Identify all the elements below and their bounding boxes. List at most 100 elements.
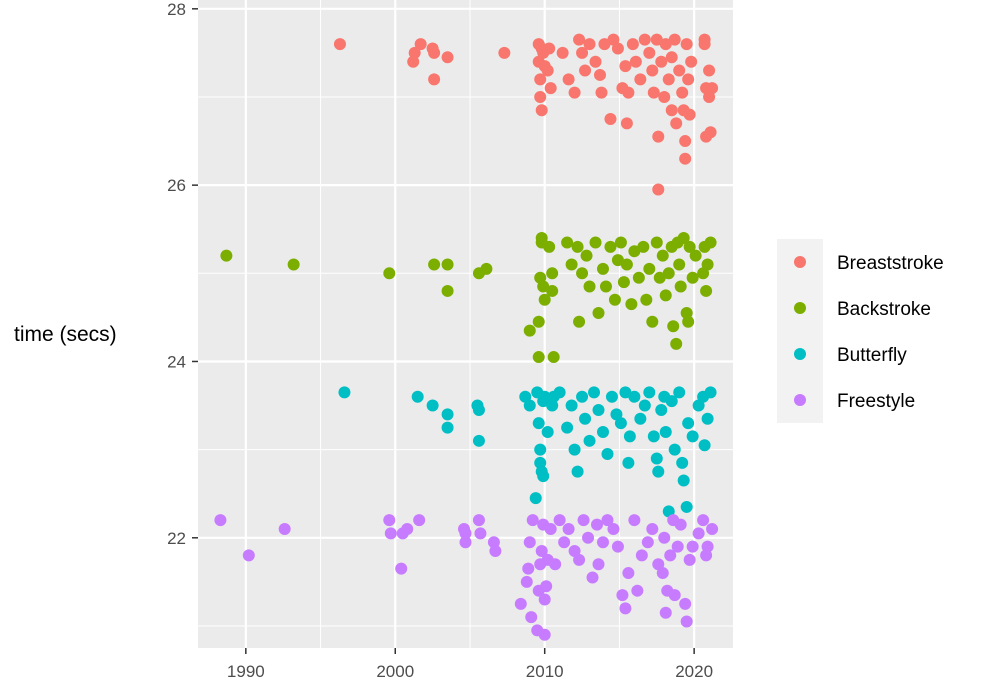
data-point (680, 38, 693, 51)
data-point (674, 280, 687, 293)
data-point (596, 536, 609, 549)
data-point (650, 236, 663, 249)
data-point (561, 236, 574, 249)
major-gridlines (198, 0, 733, 648)
data-point (623, 430, 636, 443)
data-point (580, 249, 593, 262)
data-point (523, 399, 536, 412)
data-point (532, 315, 545, 328)
data-point (383, 267, 396, 280)
data-point (683, 553, 696, 566)
data-point (659, 426, 672, 438)
data-point (565, 258, 578, 271)
data-point (701, 412, 714, 425)
data-point (383, 514, 396, 527)
data-point (643, 46, 656, 59)
data-point (534, 443, 547, 456)
data-point (333, 38, 346, 51)
data-point (685, 55, 698, 68)
data-point (441, 258, 454, 271)
series-freestyle (214, 514, 719, 641)
data-point (680, 500, 693, 513)
data-point (599, 280, 612, 293)
data-point (428, 73, 441, 86)
data-point (428, 258, 441, 271)
data-point (673, 386, 686, 399)
data-point (619, 602, 632, 615)
data-point (459, 536, 472, 549)
data-point (408, 46, 421, 59)
data-point (571, 465, 584, 478)
data-point (535, 232, 548, 245)
y-axis: 22 24 26 28 (167, 0, 198, 548)
data-point (541, 426, 554, 438)
data-point (514, 597, 527, 610)
x-tick-label: 2000 (376, 662, 414, 681)
data-point (668, 33, 681, 46)
data-point (214, 514, 227, 527)
data-point (561, 421, 574, 434)
data-point (611, 540, 624, 553)
y-tick-label: 22 (167, 529, 186, 548)
data-point (614, 417, 627, 430)
data-point (683, 108, 696, 121)
data-point (653, 271, 666, 284)
data-point (583, 434, 596, 447)
data-point (647, 430, 660, 443)
data-point (441, 284, 454, 297)
data-point (558, 536, 571, 549)
data-point (652, 130, 665, 143)
data-point (692, 527, 705, 540)
data-point (647, 86, 660, 99)
legend-key-backstroke (794, 302, 806, 314)
data-point (676, 456, 689, 469)
data-point (577, 514, 590, 527)
data-point (704, 126, 717, 139)
data-point (519, 390, 532, 403)
data-point (634, 412, 647, 425)
data-point (589, 55, 602, 68)
data-point (679, 135, 692, 148)
data-point (537, 280, 550, 293)
data-point (605, 390, 618, 403)
data-point (534, 73, 547, 86)
data-point (628, 390, 641, 403)
data-point (635, 549, 648, 562)
data-point (703, 64, 716, 77)
data-point (544, 522, 557, 535)
data-point (622, 456, 635, 469)
data-point (673, 64, 686, 77)
data-point (680, 615, 693, 628)
data-point (395, 562, 408, 575)
data-point (662, 73, 675, 86)
data-point (411, 390, 424, 403)
data-point (472, 434, 485, 447)
data-point (220, 249, 233, 262)
data-point (641, 536, 654, 549)
data-point (413, 514, 426, 527)
data-point (658, 531, 671, 544)
data-point (646, 315, 659, 328)
data-point (428, 46, 441, 59)
data-point (646, 64, 659, 77)
data-point (604, 240, 617, 253)
data-point (659, 606, 672, 619)
data-point (556, 46, 569, 59)
data-point (472, 403, 485, 416)
data-point (622, 86, 635, 99)
data-point (538, 293, 551, 306)
data-point (540, 580, 553, 593)
data-point (629, 55, 642, 68)
data-point (637, 240, 650, 253)
data-point (698, 439, 711, 452)
data-point (683, 240, 696, 253)
data-point (573, 33, 586, 46)
data-point (667, 320, 680, 333)
data-point (534, 90, 547, 103)
data-point (652, 183, 665, 196)
data-point (656, 249, 669, 262)
data-point (546, 284, 559, 297)
data-point (553, 386, 566, 399)
data-point (652, 558, 665, 571)
data-point (671, 540, 684, 553)
